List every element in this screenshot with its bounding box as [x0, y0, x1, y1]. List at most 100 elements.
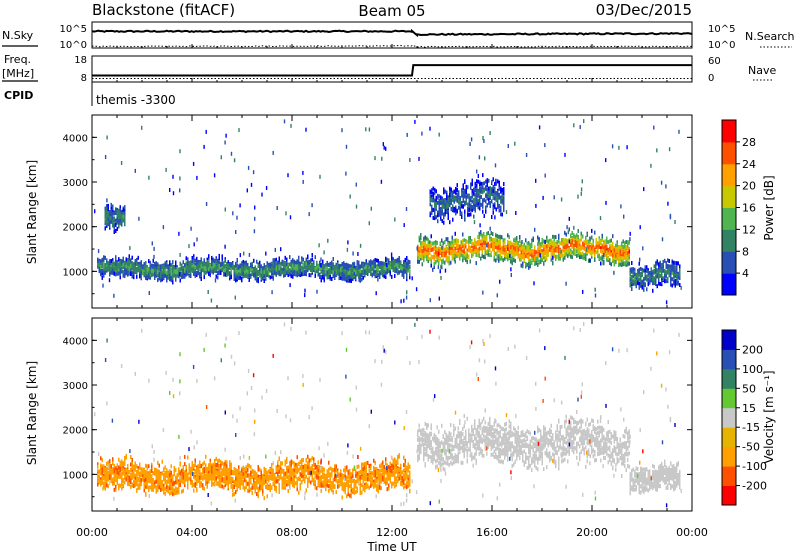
power-cell: [365, 264, 367, 269]
power-cell: [187, 263, 189, 268]
power-cell: [298, 272, 300, 277]
power-cell: [115, 255, 117, 260]
power-cell: [561, 253, 563, 258]
power-cell: [673, 267, 675, 272]
power-cell: [455, 188, 457, 193]
power-cell: [211, 269, 213, 274]
power-cell: [423, 241, 425, 246]
power-cell: [107, 207, 109, 211]
power-cell: [286, 262, 288, 267]
power-cell: [289, 283, 291, 288]
power-cell: [503, 182, 505, 186]
power-cell: [482, 190, 484, 195]
power-cell: [451, 235, 453, 240]
power-cell: [432, 241, 434, 246]
power-cell: [529, 243, 531, 248]
power-cell: [406, 256, 408, 261]
power-cell: [446, 198, 448, 203]
power-cell: [185, 272, 187, 277]
power-cell: [280, 269, 282, 274]
power-cell: [637, 281, 639, 286]
power-cell: [615, 246, 617, 251]
power-cell: [284, 273, 286, 277]
power-cell: [328, 262, 330, 267]
power-cell: [119, 260, 121, 265]
power-cell: [435, 254, 437, 259]
power-cell: [532, 249, 534, 254]
power-cell: [272, 269, 274, 274]
power-cell: [286, 269, 288, 274]
power-cell: [471, 254, 473, 259]
power-cell: [172, 269, 174, 274]
power-cell: [558, 254, 560, 259]
power-cell: [567, 247, 569, 252]
power-cell: [471, 189, 473, 193]
power-cell: [462, 258, 464, 263]
power-cell: [277, 266, 279, 271]
power-cell: [274, 270, 276, 274]
power-cell: [358, 274, 360, 279]
power-cell: [469, 239, 471, 244]
power-cell: [287, 263, 289, 268]
power-cell: [541, 238, 543, 242]
power-cell: [438, 258, 440, 263]
power-cell: [229, 276, 231, 281]
power-cell: [227, 260, 229, 265]
power-cell: [329, 274, 331, 279]
power-cell: [226, 263, 228, 268]
power-cell: [653, 264, 655, 269]
power-cell: [671, 260, 673, 265]
power-cell: [471, 178, 473, 183]
power-cell: [470, 182, 472, 187]
power-cell: [149, 260, 151, 265]
power-cell: [664, 258, 666, 263]
power-cell: [550, 238, 552, 243]
power-cell: [107, 217, 109, 222]
power-cell: [495, 258, 497, 263]
power-cell: [436, 258, 438, 263]
power-cell: [307, 261, 309, 265]
power-cell: [619, 245, 621, 250]
power-cell: [292, 263, 294, 268]
power-cell: [350, 278, 352, 283]
power-cell: [462, 239, 464, 243]
power-cell: [426, 257, 428, 261]
power-cell: [555, 243, 557, 248]
power-cell: [673, 264, 675, 269]
power-cell: [537, 262, 539, 267]
power-cell: [208, 267, 210, 272]
power-cell: [104, 255, 106, 260]
power-cell: [601, 244, 603, 249]
power-cell: [250, 262, 252, 267]
power-cell: [283, 271, 285, 275]
power-cell: [607, 256, 609, 261]
power-cell: [438, 212, 440, 217]
power-cell: [245, 268, 247, 273]
power-cell: [492, 232, 494, 236]
power-cell: [483, 236, 485, 241]
power-cell: [496, 244, 498, 248]
power-cell: [553, 248, 555, 253]
power-cell: [373, 264, 375, 269]
frequency-ticks: [91, 78, 693, 82]
power-cell: [122, 265, 124, 270]
power-cell: [308, 266, 310, 271]
power-cell: [119, 212, 121, 217]
power-cell: [552, 234, 554, 239]
power-cell: [113, 223, 115, 228]
power-cell: [498, 245, 500, 250]
power-cell: [196, 262, 198, 266]
power-cell: [580, 245, 582, 250]
power-cell: [119, 270, 121, 275]
power-cell: [386, 257, 388, 262]
power-cell: [98, 264, 100, 269]
power-cell: [106, 258, 108, 263]
power-cell: [541, 257, 543, 262]
power-cell: [193, 268, 195, 272]
power-cell: [504, 238, 506, 243]
power-cell: [292, 258, 294, 263]
power-cell: [438, 246, 440, 251]
power-cell: [166, 262, 168, 267]
power-cell: [256, 259, 258, 264]
